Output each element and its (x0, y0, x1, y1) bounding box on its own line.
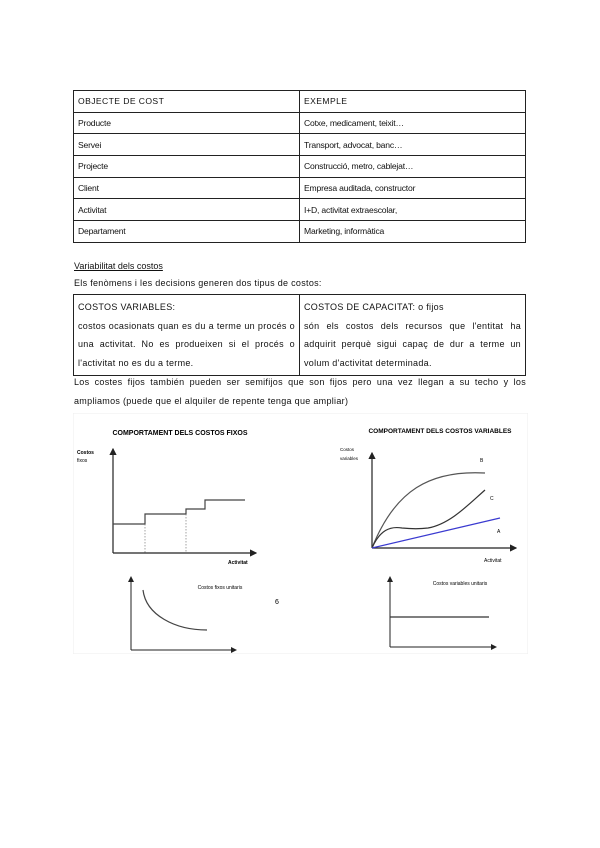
curve-b (371, 472, 486, 549)
variable-costs-title: COSTOS VARIABLES: (78, 302, 176, 312)
table-row: Producte Cotxe, medicament, teixit… (73, 111, 526, 135)
curve-c (371, 489, 486, 549)
table-row: Client Empresa auditada, constructor (73, 176, 526, 200)
table-cell: Transport, advocat, banc… (299, 133, 526, 157)
header-cell: OBJECTE DE COST (73, 90, 300, 113)
variable-xlabel: Activitat (484, 558, 502, 564)
table-cell: Marketing, informàtica (299, 220, 526, 243)
note-text: Los costes fijos también pueden ser semi… (74, 377, 526, 406)
variable-ylabel: variables (340, 456, 359, 461)
fixed-xlabel: Activitat (228, 560, 248, 566)
capacity-costs-text: són els costos dels recursos que l'entit… (304, 320, 521, 368)
table-row: Activitat I+D, activitat extraescolar, (73, 198, 526, 222)
table-cell: Projecte (73, 155, 300, 178)
unit-fixed-label: Costos fixos unitaris (198, 585, 243, 591)
line-a (371, 517, 501, 549)
capacity-costs-title: COSTOS DE CAPACITAT: o fijos (304, 302, 444, 312)
variable-costs-cell: COSTOS VARIABLES: costos ocasionats quan … (73, 294, 300, 376)
line-a-label: A (497, 529, 501, 535)
table-row: COSTOS VARIABLES: costos ocasionats quan … (73, 294, 526, 376)
table-cell: Construcció, metro, cablejat… (299, 155, 526, 178)
variable-ylabel: Costos (340, 447, 355, 452)
figure-frame (73, 413, 528, 654)
fixed-costs-title: COMPORTAMENT DELS COSTOS FIXOS (112, 430, 247, 437)
table-row: Departament Marketing, informàtica (73, 220, 526, 243)
table-cell: I+D, activitat extraescolar, (299, 198, 526, 222)
unit-fixed-cost-curve (142, 589, 208, 631)
table-cell: Empresa auditada, constructor (299, 176, 526, 200)
cost-object-table: OBJECTE DE COST EXEMPLE Producte Cotxe, me… (73, 90, 526, 243)
variable-costs-title: COMPORTAMENT DELS COSTOS VARIABLES (368, 428, 512, 435)
table-row: Projecte Construcció, metro, cablejat… (73, 155, 526, 178)
fixed-ylabel: fixos (77, 458, 88, 464)
table-cell: Servei (73, 133, 300, 157)
page-number: 6 (275, 599, 279, 606)
capacity-costs-cell: COSTOS DE CAPACITAT: o fijos són els cost… (299, 294, 526, 376)
intro-text: Els fenòmens i les decisions generen dos… (74, 278, 322, 288)
table-cell: Client (73, 176, 300, 200)
fixed-ylabel: Costos (77, 450, 94, 456)
curve-b-label: B (480, 458, 484, 464)
curve-c-label: C (490, 496, 494, 502)
table-cell: Departament (73, 220, 300, 243)
section-title: Variabilitat dels costos (74, 261, 163, 271)
fixed-cost-step-line (113, 499, 245, 525)
table-cell: Cotxe, medicament, teixit… (299, 111, 526, 135)
cost-behaviour-figure: COMPORTAMENT DELS COSTOS FIXOS Costos fi… (73, 413, 528, 654)
variable-costs-text: costos ocasionats quan es du a terme un … (78, 320, 295, 368)
header-cell: EXEMPLE (299, 90, 526, 113)
table-cell: Activitat (73, 198, 300, 222)
cost-types-table: COSTOS VARIABLES: costos ocasionats quan … (73, 294, 526, 376)
table-row: Servei Transport, advocat, banc… (73, 133, 526, 157)
unit-variable-label: Costos variables unitaris (433, 581, 488, 587)
table-header-row: OBJECTE DE COST EXEMPLE (73, 90, 526, 113)
table-cell: Producte (73, 111, 300, 135)
